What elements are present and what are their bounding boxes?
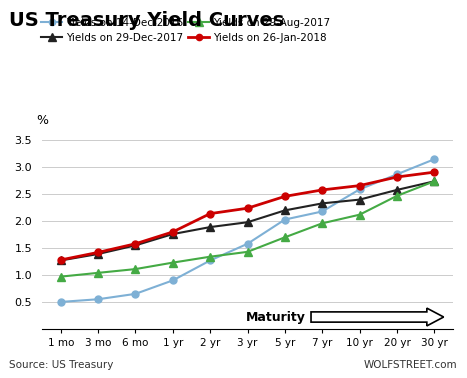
- Text: Source: US Treasury: Source: US Treasury: [9, 361, 114, 370]
- Text: WOLFSTREET.com: WOLFSTREET.com: [364, 361, 458, 370]
- Text: %: %: [36, 114, 48, 127]
- Legend: Yields on 14-Dec-2016, Yields on 29-Dec-2017, Yields on 29-Aug-2017, Yields on 2: Yields on 14-Dec-2016, Yields on 29-Dec-…: [39, 15, 333, 45]
- FancyArrow shape: [311, 308, 444, 326]
- Text: US Treasury Yield Curves: US Treasury Yield Curves: [9, 11, 284, 30]
- Text: Maturity: Maturity: [246, 310, 305, 324]
